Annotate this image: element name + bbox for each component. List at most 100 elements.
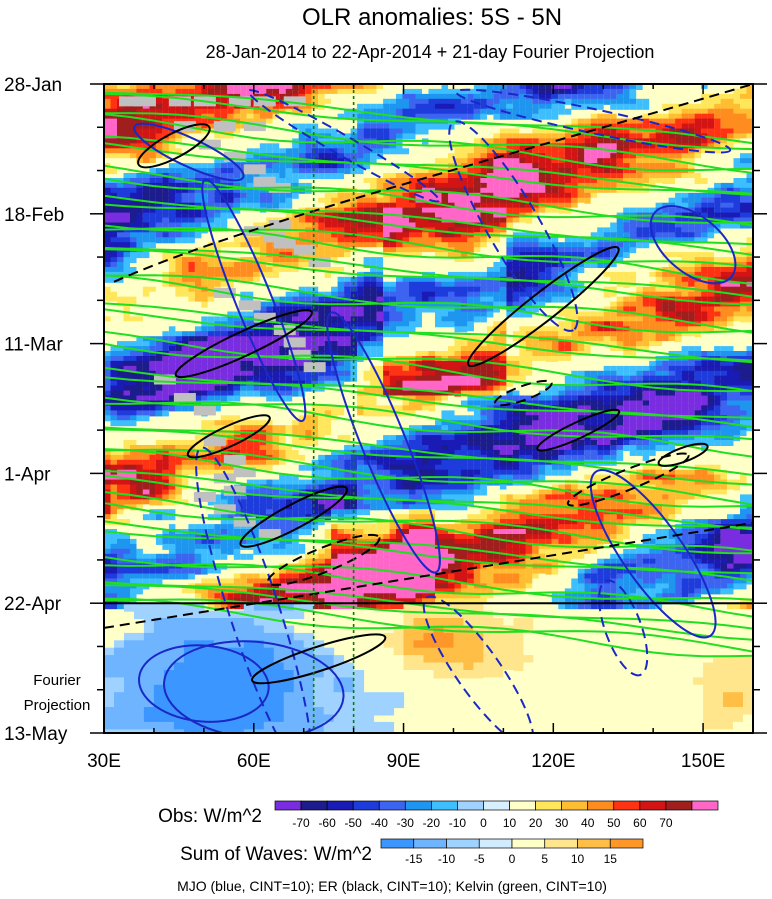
olr-cell bbox=[233, 326, 241, 333]
olr-cell bbox=[259, 326, 267, 333]
olr-cell bbox=[473, 271, 481, 278]
olr-cell bbox=[740, 311, 747, 318]
olr-cell bbox=[402, 133, 409, 140]
olr-cell bbox=[701, 173, 708, 179]
olr-cell bbox=[117, 103, 124, 110]
olr-cell bbox=[207, 182, 215, 189]
olr-cell bbox=[493, 133, 500, 140]
olr-cell bbox=[311, 232, 319, 239]
olr-cell bbox=[707, 113, 715, 120]
olr-cell bbox=[519, 128, 526, 135]
olr-cell bbox=[214, 192, 221, 199]
olr-cell bbox=[207, 222, 215, 229]
olr-cell bbox=[181, 365, 189, 372]
olr-cell bbox=[733, 242, 740, 249]
olr-cell bbox=[383, 128, 390, 135]
olr-cell bbox=[363, 143, 371, 150]
olr-cell bbox=[525, 237, 533, 244]
olr-cell bbox=[519, 311, 526, 318]
olr-cell bbox=[409, 128, 416, 135]
olr-cell bbox=[214, 237, 221, 244]
olr-cell bbox=[318, 346, 325, 353]
olr-cell bbox=[733, 197, 740, 204]
olr-cell bbox=[694, 138, 702, 145]
olr-cell bbox=[181, 267, 189, 273]
olr-cell bbox=[506, 311, 513, 318]
olr-cell bbox=[707, 202, 715, 209]
olr-cell bbox=[603, 281, 611, 288]
olr-cell bbox=[493, 321, 500, 328]
olr-cell bbox=[311, 271, 319, 278]
olr-cell bbox=[194, 108, 202, 115]
olr-cell bbox=[136, 148, 143, 155]
olr-cell bbox=[454, 276, 461, 283]
olr-cell bbox=[123, 291, 130, 298]
olr-cell bbox=[279, 173, 286, 179]
olr-cell bbox=[324, 128, 332, 135]
olr-cell bbox=[363, 237, 371, 244]
olr-cell bbox=[117, 296, 124, 303]
olr-cell bbox=[298, 301, 306, 308]
olr-cell bbox=[623, 84, 630, 90]
olr-cell bbox=[668, 306, 676, 313]
olr-cell bbox=[117, 360, 124, 367]
olr-cell bbox=[675, 360, 682, 367]
olr-cell bbox=[162, 118, 169, 125]
olr-cell bbox=[545, 252, 552, 259]
olr-cell bbox=[486, 365, 494, 372]
olr-cell bbox=[694, 178, 702, 184]
olr-cell bbox=[616, 138, 624, 145]
olr-cell bbox=[454, 291, 461, 298]
olr-cell bbox=[636, 168, 643, 175]
olr-cell bbox=[337, 247, 345, 254]
olr-cell bbox=[292, 252, 299, 259]
olr-cell bbox=[181, 113, 189, 120]
olr-cell bbox=[117, 321, 124, 328]
olr-cell bbox=[376, 103, 384, 110]
olr-cell bbox=[603, 271, 611, 278]
olr-cell bbox=[467, 365, 474, 372]
olr-cell bbox=[532, 360, 539, 367]
olr-cell bbox=[720, 207, 728, 214]
olr-cell bbox=[694, 173, 702, 179]
olr-cell bbox=[337, 227, 345, 234]
olr-cell bbox=[701, 108, 708, 115]
olr-cell bbox=[558, 360, 565, 367]
olr-cell bbox=[525, 311, 533, 318]
olr-cell bbox=[551, 351, 559, 357]
olr-cell bbox=[292, 143, 299, 150]
olr-cell bbox=[207, 360, 215, 367]
olr-cell bbox=[357, 316, 364, 323]
olr-cell bbox=[486, 187, 494, 194]
olr-cell bbox=[344, 227, 351, 234]
olr-cell bbox=[227, 163, 234, 170]
olr-cell bbox=[538, 178, 546, 184]
olr-cell bbox=[337, 331, 345, 338]
olr-cell bbox=[188, 281, 195, 288]
olr-cell bbox=[104, 128, 111, 135]
olr-cell bbox=[473, 168, 481, 175]
olr-cell bbox=[415, 291, 422, 298]
olr-cell bbox=[188, 182, 195, 189]
olr-cell bbox=[662, 138, 669, 145]
olr-cell bbox=[616, 331, 624, 338]
olr-cell bbox=[376, 197, 384, 204]
olr-cell bbox=[662, 103, 669, 110]
olr-cell bbox=[279, 351, 286, 357]
olr-cell bbox=[123, 326, 130, 333]
olr-cell bbox=[694, 281, 702, 288]
olr-cell bbox=[376, 276, 384, 283]
olr-cell bbox=[298, 286, 306, 293]
olr-cell bbox=[272, 365, 280, 372]
olr-cell bbox=[396, 133, 403, 140]
olr-cell bbox=[714, 311, 721, 318]
olr-cell bbox=[454, 93, 461, 100]
olr-cell bbox=[616, 217, 624, 224]
olr-cell bbox=[480, 247, 487, 254]
olr-cell bbox=[266, 173, 273, 179]
olr-cell bbox=[201, 123, 208, 130]
olr-cell bbox=[266, 84, 273, 90]
olr-cell bbox=[499, 207, 507, 214]
olr-cell bbox=[240, 222, 247, 229]
olr-cell bbox=[324, 163, 332, 170]
